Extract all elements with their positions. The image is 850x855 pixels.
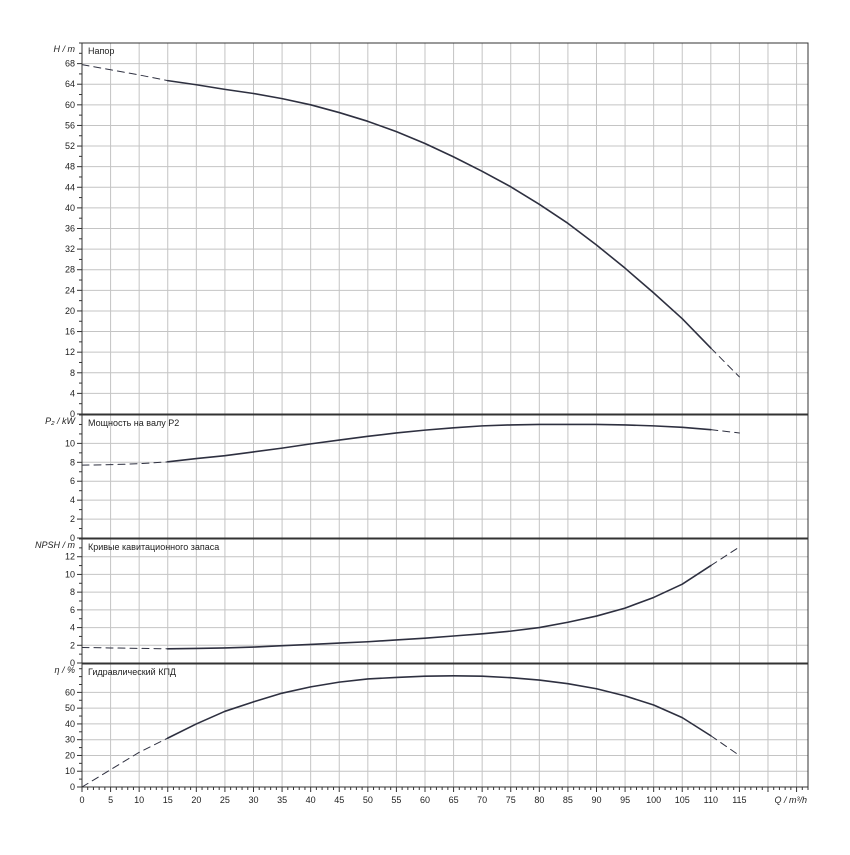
x-axis-label: Q / m³/h: [774, 795, 807, 805]
panel-4-curve-dashed-1: [81, 737, 169, 788]
panel-1-title: Напор: [88, 46, 114, 56]
panel-1-ytick-label: 32: [65, 244, 75, 254]
xtick-label: 45: [334, 795, 344, 805]
panel-3-ytick-label: 2: [70, 640, 75, 650]
panel-3-curve-dashed-1: [81, 647, 169, 650]
panel-1-ytick-label: 24: [65, 285, 75, 295]
panel-2-curve-dashed-3: [710, 429, 740, 434]
panel-1-ytick-label: 4: [70, 388, 75, 398]
xtick-label: 80: [534, 795, 544, 805]
xtick-label: 15: [163, 795, 173, 805]
panel-1-ytick-label: 0: [70, 409, 75, 419]
xtick-label: 30: [248, 795, 258, 805]
panel-1-ytick-label: 36: [65, 224, 75, 234]
xtick-label: 55: [391, 795, 401, 805]
panel-1-frame: [81, 42, 809, 415]
panel-4-ytick-label: 40: [65, 719, 75, 729]
panel-1-ylabel: H / m: [54, 44, 76, 54]
panel-1-ytick-label: 64: [65, 79, 75, 89]
panel-1-ytick-label: 16: [65, 327, 75, 337]
panel-2-ytick-label: 2: [70, 514, 75, 524]
panel-4-curve-dashed-3: [710, 735, 740, 756]
xtick-label: 75: [506, 795, 516, 805]
panel-3-title: Кривые кавитационного запаса: [88, 542, 219, 552]
panel-4-ylabel: η / %: [54, 665, 75, 675]
panel-2-ytick-label: 6: [70, 476, 75, 486]
panel-1-ytick-label: 56: [65, 120, 75, 130]
panel-4-ytick-label: 60: [65, 687, 75, 697]
xtick-label: 5: [108, 795, 113, 805]
xtick-label: 100: [646, 795, 661, 805]
xtick-label: 20: [191, 795, 201, 805]
panel-2-ytick-label: 10: [65, 438, 75, 448]
panel-2-curve-dashed-1: [81, 461, 169, 466]
panel-2-curve-solid-2: [166, 423, 712, 463]
panel-1-curve-dashed-3: [710, 347, 740, 378]
panel-1-curve-dashed-1: [81, 64, 169, 82]
panel-3-ytick-label: 6: [70, 605, 75, 615]
xtick-label: 35: [277, 795, 287, 805]
xtick-label: 115: [732, 795, 746, 805]
xtick-label: 110: [704, 795, 718, 805]
panel-4-title: Гидравлический КПД: [88, 667, 176, 677]
xtick-label: 95: [620, 795, 630, 805]
panel-2-ylabel: P₂ / kW: [45, 416, 76, 426]
panel-3-ylabel: NPSH / m: [35, 540, 76, 550]
panel-3-ytick-label: 10: [65, 569, 75, 579]
panel-1-ytick-label: 40: [65, 203, 75, 213]
panel-1-ytick-label: 8: [70, 368, 75, 378]
panel-1-ytick-label: 44: [65, 182, 75, 192]
xtick-label: 25: [220, 795, 230, 805]
panel-1-ytick-label: 12: [65, 347, 75, 357]
panel-2-ytick-label: 4: [70, 495, 75, 505]
panel-3-ytick-label: 0: [70, 658, 75, 668]
panel-4-ytick-label: 50: [65, 703, 75, 713]
panel-1-ytick-label: 60: [65, 100, 75, 110]
panel-2-frame: [81, 414, 809, 539]
xtick-label: 90: [591, 795, 601, 805]
panel-2-ytick-label: 8: [70, 457, 75, 467]
xtick-label: 10: [134, 795, 144, 805]
panel-4-frame: [81, 663, 809, 788]
xtick-label: 50: [363, 795, 373, 805]
grid-layer: [82, 43, 808, 787]
panel-4-ytick-label: 10: [65, 766, 75, 776]
panel-1-curve-solid-2: [166, 79, 712, 349]
panel-4-ytick-label: 20: [65, 750, 75, 760]
panel-1-ytick-label: 68: [65, 59, 75, 69]
panel-3-curve-dashed-3: [710, 546, 740, 567]
panel-2-ytick-label: 0: [70, 533, 75, 543]
xtick-label: 85: [563, 795, 573, 805]
panel-4-ytick-label: 0: [70, 782, 75, 792]
panel-1-ytick-label: 52: [65, 141, 75, 151]
panel-3-frame: [81, 538, 809, 664]
panel-1-ytick-label: 48: [65, 162, 75, 172]
frames-layer: [77, 42, 809, 792]
panel-3-ytick-label: 4: [70, 623, 75, 633]
xtick-label: 60: [420, 795, 430, 805]
panel-2-title: Мощность на валу P2: [88, 418, 179, 428]
panel-3-curve-solid-2: [166, 564, 712, 650]
panel-4-ytick-label: 30: [65, 735, 75, 745]
xtick-label: 105: [675, 795, 690, 805]
xtick-label: 0: [79, 795, 84, 805]
curves-layer: [81, 64, 740, 788]
panel-3-ytick-label: 12: [65, 552, 75, 562]
xtick-label: 65: [449, 795, 459, 805]
panel-1-ytick-label: 20: [65, 306, 75, 316]
xtick-label: 70: [477, 795, 487, 805]
panel-3-ytick-label: 8: [70, 587, 75, 597]
xtick-label: 40: [306, 795, 316, 805]
panel-1-ytick-label: 28: [65, 265, 75, 275]
panel-4-curve-solid-2: [166, 675, 712, 739]
